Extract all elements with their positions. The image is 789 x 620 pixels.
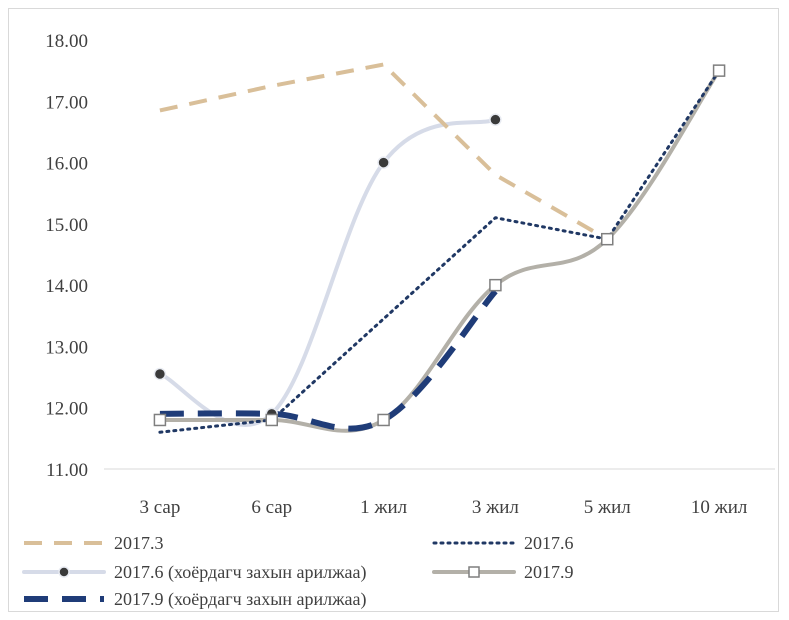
legend-label-2: 2017.6 (хоёрдагч захын арилжаа)	[114, 562, 366, 583]
x-tick-label: 10 жил	[691, 497, 748, 518]
series-lines	[157, 62, 722, 434]
chart-frame	[8, 8, 779, 612]
axes: 11.00 12.00 13.00 14.00 15.00 16.00 17.00 18.00…	[45, 31, 775, 518]
y-tick-label: 18.00	[45, 31, 88, 52]
y-tick-label: 15.00	[45, 215, 88, 236]
marker-square	[377, 413, 390, 427]
marker-circle	[489, 113, 502, 126]
x-tick-label: 1 жил	[360, 497, 408, 518]
marker-square	[712, 64, 726, 77]
marker-square	[489, 278, 502, 292]
legend-label-4: 2017.9 (хоёрдагч захын арилжаа)	[114, 589, 366, 610]
y-tick-label: 13.00	[45, 337, 88, 358]
marker-square	[601, 232, 614, 246]
marker-circle	[153, 367, 167, 381]
series-markers	[153, 64, 726, 427]
series-line-1	[158, 69, 721, 434]
legend-label-0: 2017.3	[114, 533, 164, 553]
marker-square	[153, 413, 167, 427]
series-line-2	[157, 117, 498, 427]
x-tick-label: 5 жил	[584, 497, 632, 518]
x-tick-label: 3 жил	[472, 497, 520, 518]
marker-square	[265, 413, 278, 427]
series-line-0	[159, 62, 609, 241]
legend-marker-circle	[58, 566, 70, 578]
y-tick-label: 11.00	[46, 460, 88, 481]
legend-label-1: 2017.6	[524, 533, 574, 553]
x-tick-label: 6 сар	[251, 497, 292, 518]
marker-circle	[377, 156, 390, 169]
x-tick-label: 3 сар	[139, 497, 180, 518]
y-tick-label: 17.00	[45, 92, 88, 113]
legend-marker-square	[468, 566, 480, 578]
y-tick-label: 16.00	[45, 154, 88, 175]
y-tick-label: 12.00	[45, 399, 88, 420]
legend-label-3: 2017.9	[524, 562, 574, 582]
series-line-4	[159, 289, 498, 432]
y-tick-label: 14.00	[45, 276, 88, 297]
legend: 2017.3 2017.6 2017.6 (хоёрдагч захын арилж…	[22, 533, 574, 610]
